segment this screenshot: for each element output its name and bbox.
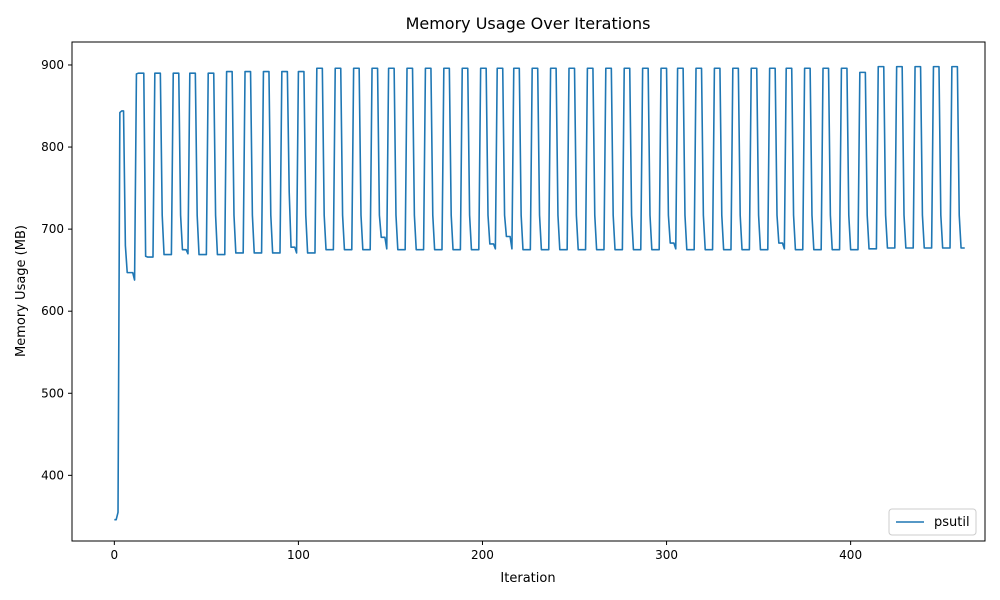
series-line-psutil	[114, 65, 965, 521]
legend: psutil	[888, 508, 977, 536]
y-tick-label: 900	[41, 58, 64, 72]
y-tick-label: 600	[41, 304, 64, 318]
x-axis-ticks: 0 100 200 300 400	[111, 541, 862, 562]
y-tick-label: 800	[41, 140, 64, 154]
legend-box	[888, 508, 977, 536]
x-axis-label: Iteration	[500, 571, 555, 586]
y-tick-label: 700	[41, 222, 64, 236]
legend-label-psutil: psutil	[934, 515, 970, 530]
x-tick-label: 200	[471, 548, 494, 562]
y-tick-label: 500	[41, 386, 64, 400]
plot-frame	[71, 41, 986, 542]
y-axis-label: Memory Usage (MB)	[14, 225, 29, 357]
y-tick-label: 400	[41, 468, 64, 482]
x-tick-label: 400	[839, 548, 862, 562]
chart-title: Memory Usage Over Iterations	[406, 14, 651, 33]
y-axis-ticks: 400 500 600 700 800 900	[41, 58, 72, 482]
x-tick-label: 0	[111, 548, 119, 562]
plot-area: 0 100 200 300 400 400 500 600 700 800 900	[41, 41, 986, 562]
x-tick-label: 300	[655, 548, 678, 562]
x-tick-label: 100	[287, 548, 310, 562]
